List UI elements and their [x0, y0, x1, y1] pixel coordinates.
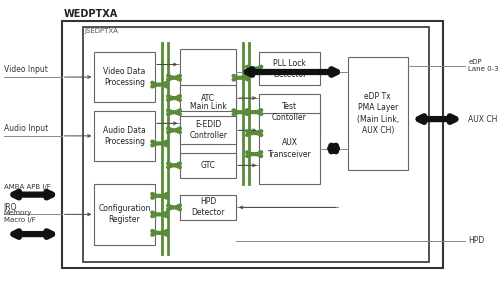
Bar: [260, 113, 320, 184]
Text: AUX
Transceiver: AUX Transceiver: [268, 138, 312, 158]
Text: ATC: ATC: [201, 94, 215, 102]
Bar: [180, 85, 236, 111]
Text: AUX CH: AUX CH: [468, 115, 498, 124]
Bar: [180, 116, 236, 144]
Bar: [180, 195, 236, 220]
Bar: [94, 111, 154, 161]
Text: AMBA APB I/F: AMBA APB I/F: [4, 185, 50, 190]
Text: E-EDID
Controller: E-EDID Controller: [189, 120, 227, 140]
Bar: [94, 184, 154, 245]
Bar: [180, 49, 236, 164]
Text: Audio Input: Audio Input: [4, 124, 48, 133]
Text: Audio Data
Processing: Audio Data Processing: [103, 126, 146, 146]
Bar: [94, 52, 154, 102]
Text: PLL Lock
Detector: PLL Lock Detector: [273, 59, 306, 79]
Bar: [348, 57, 408, 170]
Bar: [180, 153, 236, 178]
Text: GTC: GTC: [200, 161, 216, 170]
Text: Memory
Macro I/F: Memory Macro I/F: [4, 210, 35, 223]
Text: Video Data
Processing: Video Data Processing: [104, 67, 146, 87]
Text: Configuration
Register: Configuration Register: [98, 204, 150, 224]
Text: Test
Contoller: Test Contoller: [272, 102, 307, 122]
Text: IRQ: IRQ: [4, 203, 17, 212]
Text: WEDPTXA: WEDPTXA: [64, 9, 118, 19]
Text: eDP
Lane 0-3: eDP Lane 0-3: [468, 59, 499, 72]
Text: HPD: HPD: [468, 237, 484, 245]
Bar: [62, 21, 443, 268]
Bar: [260, 52, 320, 85]
Text: Video Input: Video Input: [4, 65, 48, 74]
Text: JSEDPTXA: JSEDPTXA: [84, 28, 118, 34]
Text: Main Link: Main Link: [190, 102, 226, 111]
Bar: [260, 94, 320, 130]
Bar: [82, 27, 429, 262]
Text: HPD
Detector: HPD Detector: [192, 197, 225, 217]
Text: eDP Tx
PMA Layer
(Main Link,
AUX CH): eDP Tx PMA Layer (Main Link, AUX CH): [356, 92, 399, 135]
